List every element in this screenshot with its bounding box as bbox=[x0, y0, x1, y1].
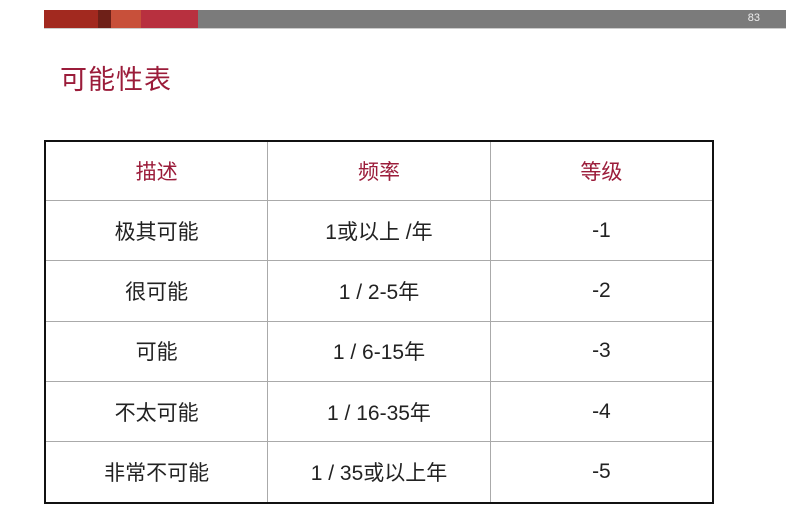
cell: 1 / 6-15年 bbox=[267, 320, 491, 382]
table-header-row: 描述 频率 等级 bbox=[44, 140, 714, 201]
header-cell: 描述 bbox=[44, 140, 269, 201]
cell: -2 bbox=[489, 260, 714, 322]
bar-segment bbox=[111, 10, 141, 28]
cell: 1或以上 /年 bbox=[267, 199, 491, 262]
cell: 1 / 16-35年 bbox=[267, 380, 491, 443]
page-title: 可能性表 bbox=[60, 65, 172, 96]
cell: -3 bbox=[489, 320, 714, 382]
cell: -5 bbox=[489, 441, 714, 504]
cell: 极其可能 bbox=[44, 199, 269, 262]
likelihood-table: 描述 频率 等级 极其可能 1或以上 /年 -1 很可能 1 / 2-5年 -2 可能 1… bbox=[44, 140, 714, 504]
page-number: 83 bbox=[747, 12, 760, 24]
bar-segment bbox=[44, 10, 98, 28]
header-cell: 频率 bbox=[267, 140, 491, 201]
cell: -4 bbox=[489, 380, 714, 443]
bar-segment bbox=[141, 10, 198, 28]
cell: 非常不可能 bbox=[44, 441, 269, 504]
cell: 1 / 35或以上年 bbox=[267, 441, 491, 504]
table-row: 很可能 1 / 2-5年 -2 bbox=[44, 260, 714, 322]
header-cell: 等级 bbox=[489, 140, 714, 201]
cell: 可能 bbox=[44, 320, 269, 382]
bar-segment bbox=[98, 10, 111, 28]
cell: 很可能 bbox=[44, 260, 269, 322]
table-row: 非常不可能 1 / 35或以上年 -5 bbox=[44, 441, 714, 504]
table-row: 极其可能 1或以上 /年 -1 bbox=[44, 199, 714, 262]
cell: 1 / 2-5年 bbox=[267, 260, 491, 322]
table-row: 不太可能 1 / 16-35年 -4 bbox=[44, 380, 714, 443]
table-row: 可能 1 / 6-15年 -3 bbox=[44, 320, 714, 382]
header-bar: 83 bbox=[44, 10, 786, 29]
cell: 不太可能 bbox=[44, 380, 269, 443]
cell: -1 bbox=[489, 199, 714, 262]
